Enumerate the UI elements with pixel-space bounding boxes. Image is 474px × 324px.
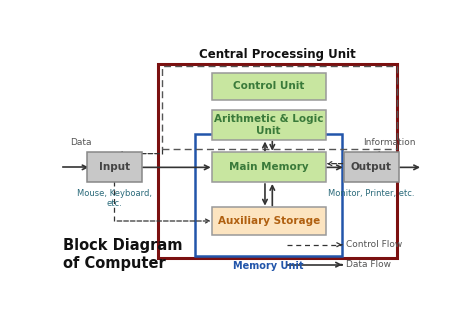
FancyBboxPatch shape	[87, 152, 142, 182]
Text: Control Flow: Control Flow	[346, 240, 402, 249]
Text: Central Processing Unit: Central Processing Unit	[200, 48, 356, 61]
FancyBboxPatch shape	[212, 110, 326, 140]
Text: Monitor, Printer, etc.: Monitor, Printer, etc.	[328, 189, 415, 198]
Bar	[158, 64, 397, 259]
Text: Output: Output	[351, 162, 392, 172]
Text: Arithmetic & Logic
Unit: Arithmetic & Logic Unit	[214, 114, 323, 136]
FancyBboxPatch shape	[344, 152, 399, 182]
Bar	[162, 66, 397, 149]
FancyBboxPatch shape	[212, 73, 326, 100]
Bar	[195, 134, 342, 256]
Text: Data: Data	[70, 138, 92, 147]
Text: Information: Information	[363, 138, 416, 147]
Text: Data Flow: Data Flow	[346, 260, 391, 269]
Text: Memory Unit: Memory Unit	[233, 261, 304, 271]
FancyBboxPatch shape	[212, 207, 326, 235]
Text: Block Diagram
of Computer: Block Diagram of Computer	[63, 238, 182, 271]
Text: Main Memory: Main Memory	[229, 162, 309, 172]
Text: Mouse, Keyboard,
etc.: Mouse, Keyboard, etc.	[77, 189, 152, 208]
Text: Input: Input	[99, 162, 130, 172]
Text: Auxiliary Storage: Auxiliary Storage	[218, 216, 320, 226]
Text: Control Unit: Control Unit	[233, 81, 304, 91]
FancyBboxPatch shape	[212, 152, 326, 182]
